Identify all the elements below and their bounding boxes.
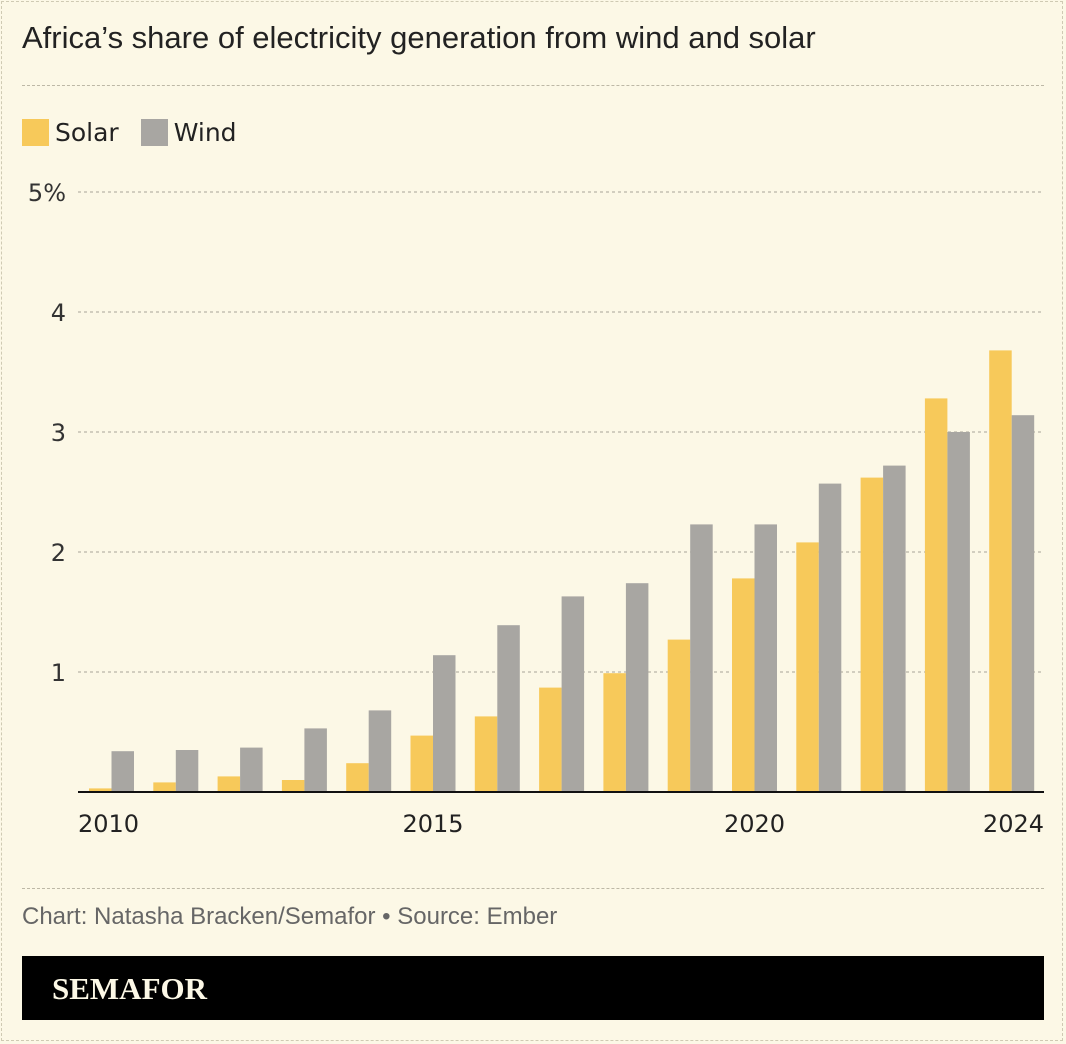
bar-solar-2023 bbox=[924, 398, 948, 792]
bar-solar-2010 bbox=[89, 788, 112, 792]
legend-item-solar: Solar bbox=[22, 118, 119, 147]
bar-solar-2011 bbox=[153, 782, 176, 792]
semafor-logo: SEMAFOR bbox=[52, 971, 207, 1006]
bar-wind-2013 bbox=[304, 728, 327, 792]
y-tick-label: 3 bbox=[51, 419, 66, 447]
bar-wind-2023 bbox=[947, 432, 970, 792]
chart-title: Africa’s share of electricity generation… bbox=[22, 20, 816, 55]
bar-solar-2013 bbox=[281, 780, 305, 792]
bar-wind-2018 bbox=[625, 583, 649, 792]
bar-solar-2019 bbox=[667, 639, 691, 792]
y-tick-label: 4 bbox=[51, 299, 66, 327]
bar-wind-2014 bbox=[368, 710, 392, 792]
x-tick-label: 2024 bbox=[983, 810, 1044, 838]
bar-wind-2016 bbox=[497, 625, 520, 792]
brand-bar: SEMAFOR bbox=[22, 956, 1044, 1020]
bar-solar-2018 bbox=[603, 673, 626, 792]
y-tick-label: 2 bbox=[51, 539, 66, 567]
credit-line: Chart: Natasha Bracken/Semafor • Source:… bbox=[22, 903, 558, 930]
x-tick-label: 2010 bbox=[78, 810, 139, 838]
bar-wind-2022 bbox=[883, 465, 906, 792]
bar-wind-2015 bbox=[433, 655, 456, 792]
footer-divider bbox=[22, 888, 1044, 889]
bar-solar-2016 bbox=[474, 716, 498, 792]
bar-wind-2024 bbox=[1011, 415, 1035, 792]
y-tick-label: 5% bbox=[28, 179, 66, 207]
bar-wind-2010 bbox=[111, 751, 134, 792]
bar-chart: 1 2 3 4 5% 2010 2015 2020 2024 bbox=[28, 179, 1044, 838]
bar-solar-2012 bbox=[217, 776, 241, 792]
legend: Solar Wind bbox=[22, 118, 259, 147]
bar-solar-2014 bbox=[346, 763, 369, 792]
title-divider bbox=[22, 85, 1044, 86]
bar-wind-2020 bbox=[754, 524, 777, 792]
bar-solar-2020 bbox=[732, 578, 755, 792]
bar-solar-2017 bbox=[539, 687, 562, 792]
legend-swatch-wind bbox=[140, 119, 168, 146]
legend-label-solar: Solar bbox=[55, 118, 119, 147]
bar-wind-2011 bbox=[175, 750, 199, 792]
legend-swatch-solar bbox=[22, 119, 49, 146]
legend-label-wind: Wind bbox=[173, 118, 237, 147]
legend-item-wind: Wind bbox=[140, 118, 237, 147]
bar-solar-2024 bbox=[989, 350, 1012, 792]
bar-wind-2017 bbox=[561, 596, 585, 792]
y-tick-label: 1 bbox=[51, 659, 66, 687]
x-tick-label: 2015 bbox=[402, 810, 463, 838]
bar-solar-2021 bbox=[796, 542, 819, 792]
bar-wind-2021 bbox=[818, 483, 842, 792]
bar-solar-2022 bbox=[860, 477, 884, 792]
bar-wind-2019 bbox=[690, 524, 713, 792]
bar-wind-2012 bbox=[240, 747, 263, 792]
bar-solar-2015 bbox=[410, 735, 433, 792]
x-tick-label: 2020 bbox=[724, 810, 785, 838]
